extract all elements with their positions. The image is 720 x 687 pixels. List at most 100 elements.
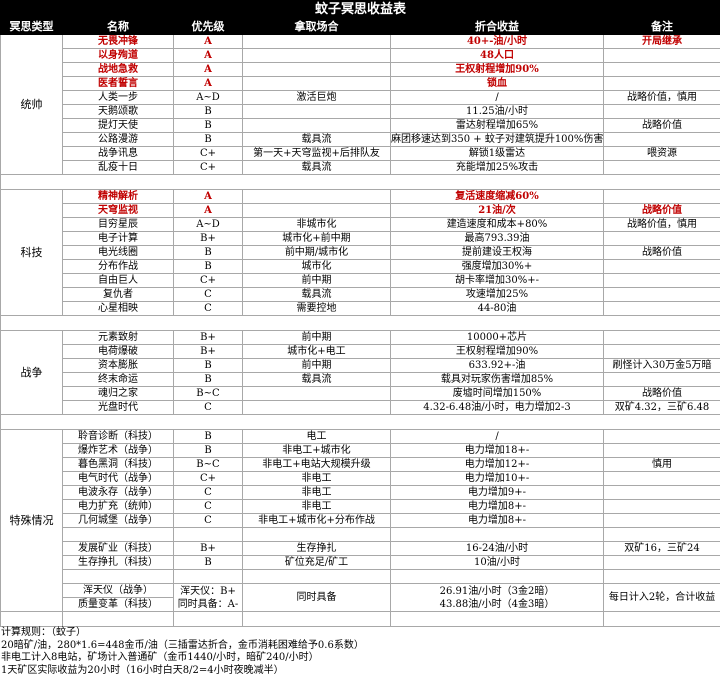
- empty-cell: [390, 569, 604, 584]
- income-cell: 16-24油/小时: [390, 541, 604, 556]
- income-cell: 王权射程增加90%: [390, 344, 604, 359]
- name-cell: 暮色黑洞（科技）: [62, 457, 174, 472]
- income-cell: 633.92+-油: [390, 358, 604, 373]
- name-cell: 自由巨人: [62, 273, 174, 288]
- scene-cell: [242, 400, 391, 415]
- note-cell: 战略价值: [602, 245, 720, 260]
- income-cell: 提前建设王权海: [390, 245, 604, 260]
- priority-cell: C: [173, 301, 243, 316]
- scene-cell: 激活巨炮: [242, 90, 391, 105]
- empty-cell: [242, 611, 391, 627]
- name-cell: 提灯天使: [62, 118, 174, 133]
- scene-cell: 非电工: [242, 499, 391, 514]
- blank-row: [0, 611, 720, 627]
- priority-cell: B: [173, 443, 243, 458]
- scene-cell: 非电工: [242, 485, 391, 500]
- name-cell: 电光线圈: [62, 245, 174, 260]
- table-row: 乱疫十日 C+ 载具流 充能增加25%攻击: [1, 160, 720, 175]
- income-cell: 44-80油: [390, 301, 604, 316]
- note-cell: [602, 104, 720, 119]
- section-type-cell: 特殊情况: [0, 429, 63, 612]
- name-cell: 浑天仪（战争）: [62, 583, 174, 598]
- priority-cell: C+: [173, 160, 243, 175]
- name-cell: 魂归之家: [62, 386, 174, 401]
- note-cell: [602, 273, 720, 288]
- income-cell: 雷达射程增加65%: [390, 118, 604, 133]
- income-cell: 11.25油/小时: [390, 104, 604, 119]
- table-row: 医者誓言 A 锁血: [1, 76, 720, 91]
- note-cell: 双矿4.32，三矿6.48: [602, 400, 720, 415]
- priority-cell: A: [173, 203, 243, 218]
- income-cell: 电力增加9+-: [390, 485, 604, 500]
- scene-cell: [242, 104, 391, 119]
- income-cell: 21油/次: [390, 203, 604, 218]
- name-cell: 分布作战: [62, 259, 174, 274]
- scene-cell: [242, 189, 391, 204]
- table-row: 电力扩充（统帅） C 非电工 电力增加8+-: [1, 499, 720, 514]
- note-cell: [602, 555, 720, 570]
- priority-cell: B+: [173, 344, 243, 359]
- priority-cell: C: [173, 499, 243, 514]
- priority-cell: B: [173, 259, 243, 274]
- note-cell: [602, 160, 720, 175]
- income-cell: 10油/小时: [390, 555, 604, 570]
- income-cell: 强度增加30%+: [390, 259, 604, 274]
- note-cell: 开局继承: [602, 34, 720, 49]
- scene-cell: 前中期/城市化: [242, 245, 391, 260]
- note-cell: [602, 76, 720, 91]
- priority-cell: A: [173, 62, 243, 77]
- table-row: 复仇者 C 载具流 攻速增加25%: [1, 287, 720, 302]
- income-cell: /: [390, 90, 604, 105]
- name-cell: 精神解析: [62, 189, 174, 204]
- table-row: 魂归之家 B~C 废墟时间增加150% 战略价值: [1, 386, 720, 401]
- note-cell: [602, 62, 720, 77]
- scene-cell: 矿位充足/矿工: [242, 555, 391, 570]
- note-cell: [602, 429, 720, 444]
- note-cell: 刷怪计入30万金5万暗: [602, 358, 720, 373]
- note-cell: [602, 499, 720, 514]
- income-cell: 复活速度缩减60%: [390, 189, 604, 204]
- priority-cell: C: [173, 485, 243, 500]
- scene-cell: 同时具备: [242, 583, 391, 612]
- empty-cell: [62, 569, 174, 584]
- income-cell: 4.32-6.48油/小时，电力增加2-3: [390, 400, 604, 415]
- priority-cell: B+: [173, 330, 243, 345]
- name-cell: 光盘时代: [62, 400, 174, 415]
- income-line: 43.88油/小时（4金3暗）: [439, 598, 555, 610]
- scene-cell: [242, 34, 391, 49]
- income-line: 26.91油/小时（3金2暗）: [439, 585, 555, 597]
- scene-cell: [242, 62, 391, 77]
- priority-cell: C+: [173, 146, 243, 161]
- income-cell: 废墟时间增加150%: [390, 386, 604, 401]
- table-row: 电子计算 B+ 城市化+前中期 最高793.39油: [1, 231, 720, 246]
- scene-cell: 载具流: [242, 160, 391, 175]
- table-row: 战地急救 A 王权射程增加90%: [1, 62, 720, 77]
- priority-cell: B+: [173, 541, 243, 556]
- name-cell: 无畏冲锋: [62, 34, 174, 49]
- note-cell: [602, 301, 720, 316]
- income-cell: 电力增加12+-: [390, 457, 604, 472]
- priority-cell: A: [173, 189, 243, 204]
- name-cell: 公路漫游: [62, 132, 174, 147]
- column-header: 备注: [602, 18, 720, 35]
- income-cell: 10000+芯片: [390, 330, 604, 345]
- scene-cell: 非电工+电站大规模升级: [242, 457, 391, 472]
- name-cell: 天穹监视: [62, 203, 174, 218]
- calculation-notes: 计算规则：（蚊子） 20暗矿/油，280*1.6=448金币/油（三插雷达折合，金…: [0, 627, 720, 677]
- empty-cell: [62, 611, 174, 627]
- name-cell: 爆炸艺术（战争）: [62, 443, 174, 458]
- empty-cell: [62, 527, 174, 542]
- empty-cell: [390, 611, 604, 627]
- note-cell: [602, 287, 720, 302]
- table-row: 心星相映 C 需要控地 44-80油: [1, 301, 720, 316]
- name-cell: 战争讯息: [62, 146, 174, 161]
- income-cell: 充能增加25%攻击: [390, 160, 604, 175]
- table-row: 特殊情况 聆音诊断（科技） B 电工 /: [0, 429, 720, 612]
- income-cell: 48人口: [390, 48, 604, 63]
- income-cell: 电力增加18+-: [390, 443, 604, 458]
- income-cell: 电力增加8+-: [390, 499, 604, 514]
- empty-cell: [173, 527, 243, 542]
- scene-cell: 载具流: [242, 287, 391, 302]
- table-row: 暮色黑洞（科技） B~C 非电工+电站大规模升级 电力增加12+- 慎用: [1, 457, 720, 472]
